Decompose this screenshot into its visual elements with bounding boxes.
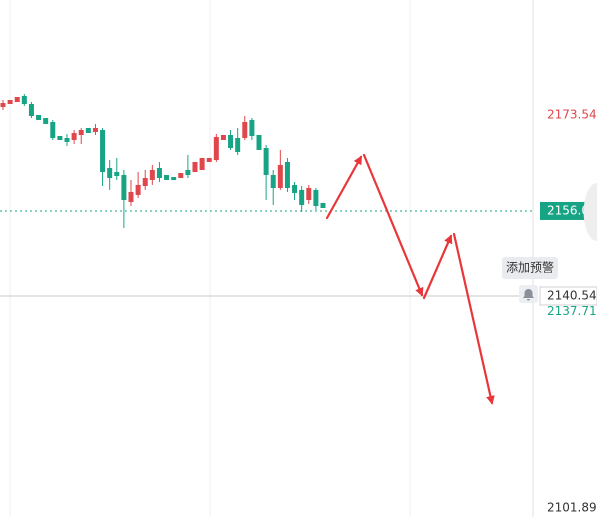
crosshair-price-tag	[539, 286, 597, 306]
candle-body	[107, 168, 113, 179]
bell-icon[interactable]	[519, 285, 538, 303]
candle-body	[185, 169, 191, 175]
candle-body	[313, 189, 319, 206]
price-level-label: 2173.54	[547, 107, 597, 121]
candle-body	[43, 117, 49, 124]
candle-body	[114, 172, 120, 176]
alert-tooltip[interactable]: 添加预警	[502, 257, 558, 279]
candle-body	[220, 134, 226, 140]
drawn-arrows	[325, 153, 495, 405]
candle-body	[92, 127, 98, 132]
candle-body	[306, 187, 312, 200]
candle-body	[28, 104, 34, 117]
candle-body	[263, 147, 269, 175]
candle-body	[7, 99, 13, 105]
price-level-label: 2137.71	[547, 304, 597, 318]
candle-body	[85, 127, 91, 134]
candle-body	[178, 173, 184, 179]
candle-body	[21, 95, 27, 105]
alert-button-label[interactable]: 添加预警	[506, 260, 554, 275]
last-price-tag	[540, 201, 597, 220]
candle-body	[256, 134, 262, 150]
candle-body	[135, 184, 141, 195]
candle-body	[171, 177, 177, 180]
candle-body	[206, 157, 212, 162]
candle-body	[14, 96, 20, 103]
candle-body	[249, 120, 255, 136]
candle-body	[64, 138, 70, 142]
candle-body	[199, 157, 205, 170]
candle-body	[213, 136, 219, 161]
candle-body	[320, 203, 326, 209]
candle-body	[292, 184, 298, 193]
candle-body	[50, 121, 56, 139]
candle-body	[142, 178, 148, 187]
candle-body	[71, 133, 77, 140]
candle-body	[149, 169, 155, 180]
candle-body	[299, 189, 305, 205]
candle-body	[270, 174, 276, 188]
candle-body	[192, 161, 198, 173]
side-handle	[583, 183, 597, 241]
candle-body	[36, 114, 42, 121]
grid	[9, 0, 411, 517]
candle-body	[0, 103, 6, 107]
candle-body	[164, 174, 170, 180]
candle-body	[100, 130, 106, 173]
price-level-label: 2101.89	[547, 501, 597, 515]
candle-body	[284, 161, 290, 188]
price-level-label: 2140.54	[547, 288, 597, 302]
candle-body	[277, 165, 283, 188]
candle-body	[78, 130, 84, 135]
candle-body	[128, 191, 134, 202]
candle-body	[121, 174, 127, 200]
candle-body	[235, 138, 241, 153]
candle-body	[156, 168, 162, 179]
candle-body	[242, 121, 248, 139]
candle-body	[57, 135, 63, 140]
candle-body	[228, 134, 234, 148]
